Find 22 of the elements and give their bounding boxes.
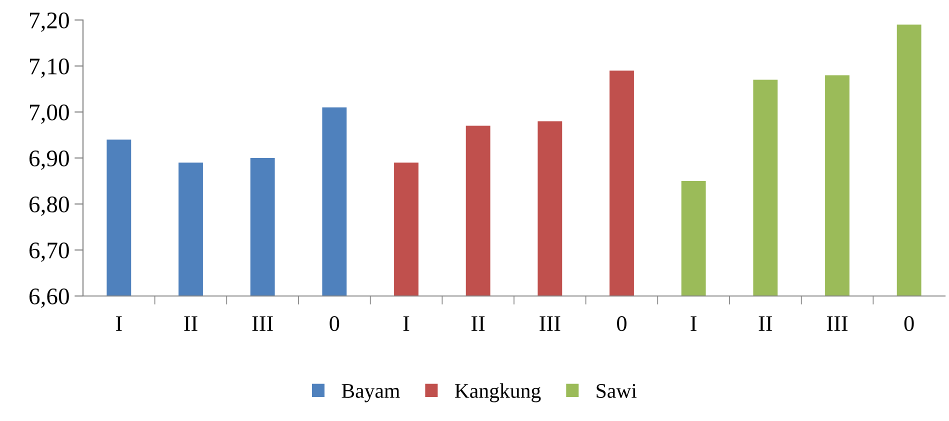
x-tick-label: I xyxy=(690,316,696,331)
x-tick-label: II xyxy=(758,316,772,331)
y-tick-label: 7,20 xyxy=(30,12,69,32)
y-tick-label: 6,90 xyxy=(30,150,69,170)
legend-label: Sawi xyxy=(596,384,637,398)
y-tick-label: 6,60 xyxy=(30,288,69,308)
x-tick-label: III xyxy=(540,316,560,331)
y-tick-label: 6,70 xyxy=(30,242,69,262)
x-tick-label: III xyxy=(826,316,848,331)
x-tick-label: I xyxy=(403,316,410,331)
y-tick-label: 7,10 xyxy=(30,58,69,78)
x-tick-label: 0 xyxy=(330,316,340,332)
legend-label: Bayam xyxy=(342,384,400,402)
y-tick-label: 7,00 xyxy=(30,104,69,124)
x-tick-label: II xyxy=(471,316,485,331)
legend-label: Kangkung xyxy=(454,383,541,402)
x-tick-label: I xyxy=(116,316,122,331)
x-tick-label: 0 xyxy=(617,316,626,332)
x-tick-label: 0 xyxy=(904,316,914,332)
y-tick-label: 6,80 xyxy=(30,196,69,216)
x-tick-label: III xyxy=(252,316,273,331)
x-tick-label: II xyxy=(184,316,198,331)
